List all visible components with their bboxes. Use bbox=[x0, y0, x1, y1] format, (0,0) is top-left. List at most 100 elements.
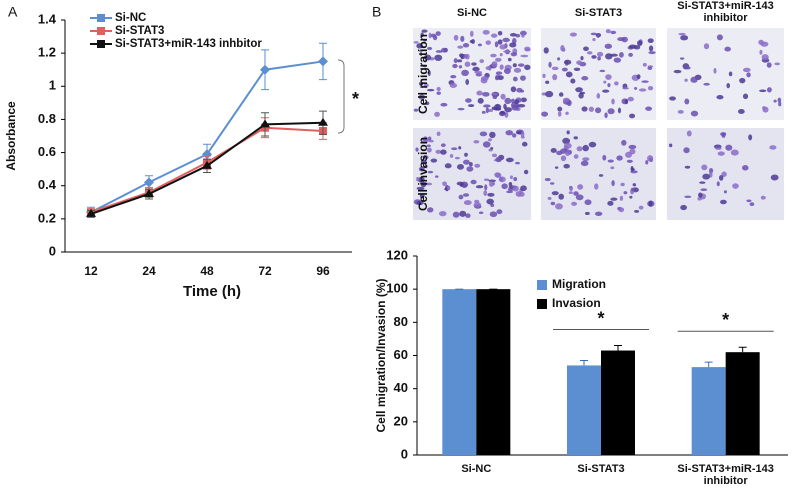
cell bbox=[436, 86, 441, 92]
cell bbox=[647, 85, 654, 91]
cell bbox=[742, 67, 751, 73]
cell bbox=[440, 149, 447, 155]
cell bbox=[684, 98, 690, 105]
cell bbox=[422, 64, 427, 68]
cell bbox=[428, 32, 432, 39]
cell bbox=[700, 188, 708, 192]
cell bbox=[726, 82, 731, 89]
cell bbox=[645, 106, 653, 111]
cell bbox=[474, 70, 483, 74]
legend-label: Si-STAT3 bbox=[115, 25, 164, 37]
cell bbox=[467, 104, 475, 107]
cell bbox=[611, 98, 615, 105]
y-tick-label: 0 bbox=[401, 446, 408, 461]
cell bbox=[701, 164, 708, 171]
cell bbox=[514, 99, 520, 105]
cell bbox=[500, 93, 506, 100]
cell bbox=[551, 66, 559, 71]
marker bbox=[202, 160, 212, 169]
cell bbox=[739, 77, 746, 84]
cell bbox=[575, 87, 583, 93]
cell bbox=[717, 151, 725, 156]
cell bbox=[582, 144, 589, 152]
cell bbox=[460, 56, 464, 60]
x-tick-label-box: Si-NC bbox=[461, 463, 491, 475]
cell bbox=[634, 86, 638, 90]
cell bbox=[422, 155, 429, 160]
cell bbox=[590, 32, 598, 36]
significance-star: * bbox=[722, 310, 729, 330]
cell bbox=[636, 74, 641, 80]
cell bbox=[647, 66, 653, 70]
cell bbox=[464, 61, 471, 67]
cell bbox=[543, 47, 549, 54]
legend-swatch bbox=[537, 299, 547, 309]
x-tick-label: Si-STAT3+miR-143 inhibitor bbox=[677, 463, 774, 487]
cell bbox=[465, 98, 472, 103]
cell bbox=[490, 33, 498, 38]
cell bbox=[703, 43, 710, 50]
cell bbox=[459, 53, 464, 58]
cell bbox=[465, 78, 470, 86]
cell bbox=[510, 52, 518, 57]
cell bbox=[428, 139, 434, 143]
cell bbox=[624, 99, 629, 105]
cell bbox=[759, 49, 763, 55]
cell bbox=[741, 165, 749, 171]
cell bbox=[647, 155, 654, 162]
cell bbox=[737, 108, 745, 115]
cell bbox=[510, 98, 515, 104]
cell bbox=[513, 177, 518, 182]
cell bbox=[648, 51, 656, 55]
cell bbox=[587, 51, 593, 55]
cell bbox=[424, 101, 430, 106]
cell bbox=[487, 108, 494, 113]
cell bbox=[418, 49, 423, 53]
y-tick-label: 20 bbox=[394, 413, 408, 428]
cell bbox=[584, 199, 592, 206]
cell bbox=[565, 111, 569, 115]
cell bbox=[418, 94, 426, 100]
legend-label: Invasion bbox=[552, 296, 601, 310]
error-bar bbox=[614, 345, 622, 351]
cell bbox=[479, 131, 488, 137]
cell bbox=[699, 181, 706, 184]
cell bbox=[558, 92, 564, 97]
legend-marker bbox=[97, 27, 105, 35]
cell bbox=[460, 35, 465, 42]
cell bbox=[568, 191, 574, 194]
cell bbox=[566, 130, 570, 135]
cell bbox=[491, 61, 498, 68]
cell bbox=[588, 141, 597, 148]
column-header-box: Si-STAT3+miR-143 inhibitor bbox=[677, 0, 773, 24]
cell bbox=[423, 39, 427, 42]
cell bbox=[415, 147, 419, 152]
cell bbox=[416, 186, 425, 191]
cell bbox=[419, 81, 424, 87]
cell bbox=[645, 160, 649, 165]
cell bbox=[548, 61, 552, 68]
cell bbox=[685, 66, 691, 70]
cell bbox=[510, 86, 517, 93]
cell bbox=[607, 200, 614, 206]
cell bbox=[444, 163, 452, 169]
cell bbox=[436, 91, 441, 95]
significance-bracket bbox=[337, 59, 345, 134]
cell bbox=[490, 53, 497, 58]
cell bbox=[648, 200, 653, 207]
cell bbox=[470, 179, 477, 185]
cell bbox=[596, 93, 601, 99]
error-bar bbox=[704, 361, 713, 368]
cell bbox=[512, 76, 518, 82]
cell bbox=[440, 102, 448, 107]
marker bbox=[318, 117, 328, 126]
cell bbox=[626, 159, 633, 163]
cell bbox=[703, 82, 710, 86]
cell bbox=[416, 200, 424, 205]
cell bbox=[521, 141, 528, 147]
legend-swatch bbox=[537, 280, 547, 290]
cell bbox=[471, 62, 477, 66]
bar bbox=[476, 289, 511, 455]
cell bbox=[483, 178, 490, 182]
cell bbox=[576, 146, 583, 152]
